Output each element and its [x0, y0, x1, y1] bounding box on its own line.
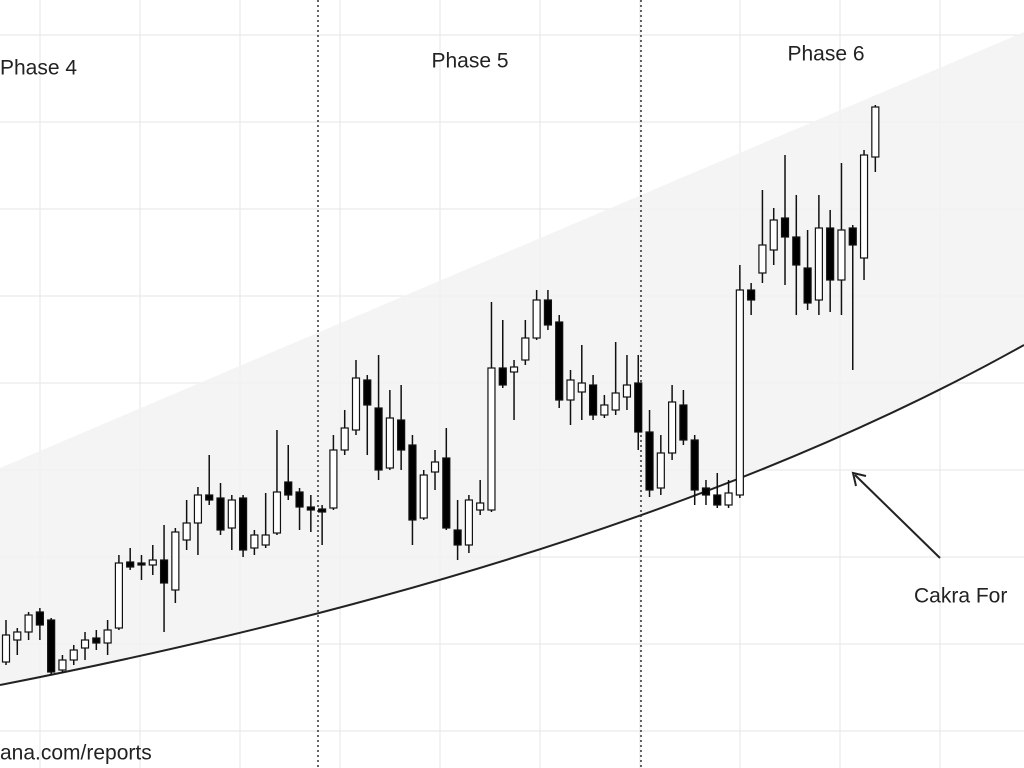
- phase-label: Phase 4: [0, 57, 77, 80]
- candle-body: [566, 379, 575, 401]
- candle-body: [442, 457, 451, 529]
- candle-body: [171, 531, 180, 591]
- candle-body: [193, 494, 203, 524]
- candle-body: [318, 508, 327, 513]
- candle-body: [250, 534, 259, 549]
- candle-body: [713, 494, 722, 506]
- candle-body: [837, 229, 846, 281]
- candle-body: [724, 492, 733, 506]
- candle-body: [464, 499, 473, 546]
- candle-body: [114, 562, 124, 629]
- candle-body: [792, 236, 801, 266]
- candle-body: [848, 227, 857, 246]
- candle-body: [555, 321, 564, 401]
- candle-body: [769, 219, 778, 251]
- candle-body: [385, 417, 394, 469]
- channel-band: [0, 32, 1024, 685]
- candle-body: [780, 217, 790, 238]
- candle-body: [363, 379, 372, 406]
- candle-body: [622, 384, 632, 398]
- candle-body: [137, 562, 146, 566]
- candle-body: [656, 452, 665, 489]
- arrow: [854, 474, 941, 559]
- candle-body: [216, 497, 225, 531]
- candle-body: [92, 637, 101, 644]
- candle-body: [103, 629, 112, 644]
- candle-body: [148, 559, 157, 566]
- candle-body: [634, 382, 643, 433]
- candle-body: [611, 392, 620, 411]
- candle-body: [487, 367, 496, 511]
- candle-body: [509, 366, 519, 373]
- candle-body: [859, 154, 869, 259]
- candle-body: [272, 491, 282, 534]
- candle-body: [758, 244, 767, 274]
- candle-body: [668, 401, 677, 454]
- candle-body: [408, 444, 417, 521]
- candle-body: [182, 522, 191, 541]
- candle-body: [227, 499, 236, 529]
- candle-body: [747, 289, 756, 301]
- candle-body: [814, 227, 823, 301]
- candle-body: [543, 299, 553, 326]
- candle-body: [871, 106, 880, 158]
- candle-body: [521, 337, 530, 361]
- candle-body: [329, 449, 338, 509]
- candle-body: [532, 299, 541, 339]
- candle-body: [826, 227, 835, 281]
- candle-body: [35, 611, 44, 626]
- candle-body: [24, 614, 33, 633]
- candle-body: [498, 367, 507, 386]
- candle-body: [159, 559, 169, 584]
- candles: [1, 105, 880, 675]
- candle-body: [577, 382, 586, 393]
- candle-body: [261, 534, 270, 546]
- candle-body: [453, 529, 462, 546]
- candle-body: [735, 289, 744, 496]
- phase-label: Phase 6: [787, 43, 864, 66]
- candle-body: [588, 384, 598, 416]
- candle-body: [600, 404, 609, 416]
- phase-label: Phase 5: [431, 50, 508, 73]
- candle-body: [351, 377, 361, 431]
- candle-body: [340, 427, 349, 451]
- arrow-head: [851, 471, 867, 487]
- candle-body: [645, 431, 654, 491]
- candle-body: [126, 561, 135, 568]
- candle-body: [803, 267, 812, 304]
- candle-body: [306, 506, 315, 511]
- candle-body: [419, 474, 428, 519]
- candle-body: [69, 649, 78, 661]
- candle-body: [701, 487, 711, 496]
- candle-body: [47, 619, 56, 673]
- candle-body: [284, 481, 293, 496]
- candle-body: [1, 634, 11, 663]
- pattern-label: Cakra For: [914, 585, 1007, 608]
- candle-body: [690, 439, 699, 491]
- candle-body: [205, 494, 214, 501]
- candle-body: [80, 639, 90, 649]
- candle-body: [430, 461, 440, 473]
- channel-curve: [0, 344, 1024, 686]
- candle-body: [295, 491, 304, 508]
- source-label: ana.com/reports: [0, 742, 152, 765]
- candle-body: [58, 659, 67, 671]
- candle-body: [374, 407, 383, 471]
- candle-body: [679, 404, 688, 441]
- candle-body: [397, 419, 406, 451]
- candle-body: [476, 502, 485, 511]
- candle-body: [13, 631, 22, 641]
- candle-body: [238, 497, 248, 551]
